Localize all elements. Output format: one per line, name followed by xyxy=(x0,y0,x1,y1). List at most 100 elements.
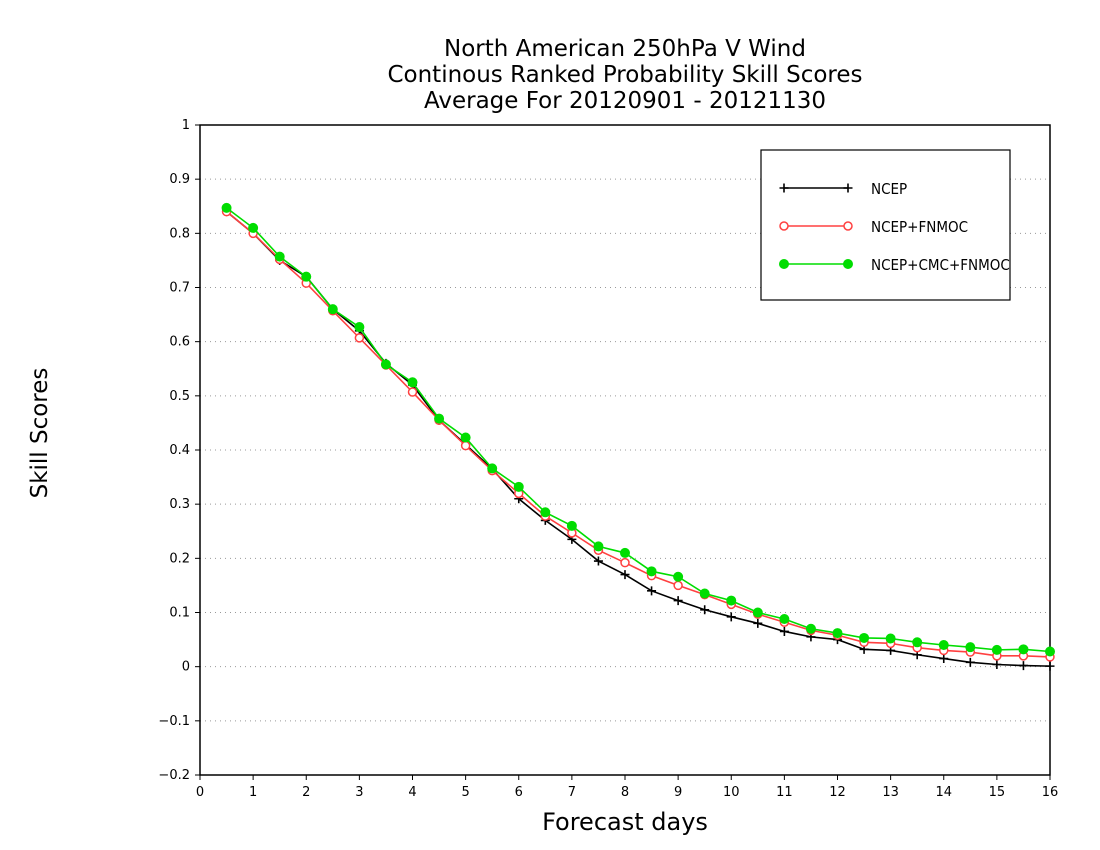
chart-title-line-1: North American 250hPa V Wind xyxy=(444,36,806,62)
x-tick-label: 10 xyxy=(723,785,740,800)
y-tick-label: 0 xyxy=(182,660,190,675)
data-point-ncep-cmc-fnmoc xyxy=(487,463,498,474)
data-point-ncep xyxy=(593,556,603,566)
x-tick-label: 7 xyxy=(568,785,576,800)
legend-label-ncep: NCEP xyxy=(871,180,907,198)
y-tick-label: 1 xyxy=(182,118,190,133)
data-point-ncep-cmc-fnmoc xyxy=(434,413,445,424)
data-point-ncep-fnmoc xyxy=(460,440,471,451)
legend-label-ncep-fnmoc: NCEP+FNMOC xyxy=(871,218,968,236)
data-point-ncep xyxy=(939,654,949,664)
data-point-ncep xyxy=(1045,661,1055,671)
x-tick-label: 4 xyxy=(408,785,416,800)
data-point-ncep-fnmoc xyxy=(407,387,418,397)
y-tick-label: 0.8 xyxy=(169,226,190,241)
data-point-ncep-fnmoc xyxy=(354,333,365,343)
legend-marker-ncep-fnmoc xyxy=(779,221,789,231)
x-tick-label: 16 xyxy=(1042,785,1059,800)
y-tick-label: 0.1 xyxy=(169,606,190,621)
y-tick-label: 0.7 xyxy=(169,281,190,296)
x-tick-label: 14 xyxy=(935,785,952,800)
data-point-ncep-cmc-fnmoc xyxy=(407,377,418,388)
data-point-ncep-cmc-fnmoc xyxy=(779,614,790,624)
data-point-ncep xyxy=(1018,661,1028,671)
x-tick-label: 12 xyxy=(829,785,846,800)
data-point-ncep-cmc-fnmoc xyxy=(513,481,524,492)
y-tick-label: −0.2 xyxy=(158,768,190,783)
y-tick-label: 0.6 xyxy=(169,335,190,350)
data-point-ncep-cmc-fnmoc xyxy=(1045,646,1055,657)
y-axis-ticks: −0.2 −0.1 0 0.1 0.2 0.3 0.4 0.5 0.6 0.7 0.8 0.9 1 xyxy=(158,118,200,783)
data-point-ncep-cmc-fnmoc xyxy=(274,251,285,262)
data-point-ncep xyxy=(726,612,736,622)
data-point-ncep-cmc-fnmoc xyxy=(805,623,816,634)
data-point-ncep xyxy=(992,660,1002,669)
data-point-ncep-fnmoc xyxy=(673,580,683,591)
data-point-ncep-cmc-fnmoc xyxy=(620,547,630,558)
legend: NCEP NCEP+FNMOC NCEP+CMC+FNMOC xyxy=(760,149,1011,301)
x-tick-label: 3 xyxy=(355,785,363,800)
data-point-ncep xyxy=(620,570,630,580)
x-tick-label: 5 xyxy=(461,785,469,800)
data-point-ncep-cmc-fnmoc xyxy=(354,322,365,333)
x-tick-label: 0 xyxy=(196,785,204,800)
series-ncep-cmc-fnmoc xyxy=(221,202,1055,657)
data-point-ncep-cmc-fnmoc xyxy=(938,640,949,650)
legend-marker-ncep-fnmoc xyxy=(843,221,853,231)
data-point-ncep-cmc-fnmoc xyxy=(301,271,312,282)
y-tick-label: 0.4 xyxy=(169,443,190,458)
data-point-ncep-cmc-fnmoc xyxy=(221,202,232,213)
legend-marker-ncep-cmc-fnmoc xyxy=(843,259,853,269)
data-point-ncep-fnmoc xyxy=(620,557,630,568)
data-point-ncep-cmc-fnmoc xyxy=(885,633,896,644)
data-point-ncep-cmc-fnmoc xyxy=(859,632,870,643)
chart-title-line-3: Average For 20120901 - 20121130 xyxy=(423,88,827,114)
data-point-ncep-cmc-fnmoc xyxy=(593,541,604,552)
legend-label-ncep-cmc-fnmoc: NCEP+CMC+FNMOC xyxy=(871,256,1010,274)
y-axis-label: Skill Scores xyxy=(27,367,53,499)
data-point-ncep-cmc-fnmoc xyxy=(699,588,710,599)
legend-marker-ncep-cmc-fnmoc xyxy=(779,259,789,269)
data-point-ncep-cmc-fnmoc xyxy=(540,507,551,518)
y-tick-label: 0.3 xyxy=(169,497,190,512)
x-axis-ticks: 0 1 2 3 4 5 6 7 8 9 10 11 12 13 14 15 16 xyxy=(196,775,1058,800)
data-point-ncep xyxy=(753,618,763,628)
data-point-ncep-cmc-fnmoc xyxy=(460,432,471,443)
data-point-ncep-cmc-fnmoc xyxy=(965,642,976,653)
data-point-ncep-cmc-fnmoc xyxy=(912,637,923,648)
x-tick-label: 15 xyxy=(989,785,1006,800)
x-tick-label: 9 xyxy=(674,785,682,800)
legend-box xyxy=(760,149,1011,301)
data-point-ncep-cmc-fnmoc xyxy=(566,520,577,531)
data-point-ncep-cmc-fnmoc xyxy=(248,222,259,233)
y-tick-label: −0.1 xyxy=(158,714,190,729)
data-point-ncep xyxy=(700,605,710,615)
y-tick-label: 0.9 xyxy=(169,172,190,187)
data-point-ncep-cmc-fnmoc xyxy=(752,607,763,618)
series-layer xyxy=(221,202,1055,671)
data-point-ncep-cmc-fnmoc xyxy=(380,359,391,370)
y-tick-label: 0.5 xyxy=(169,389,190,404)
data-point-ncep-cmc-fnmoc xyxy=(832,628,843,639)
x-tick-label: 11 xyxy=(776,785,793,800)
data-point-ncep-cmc-fnmoc xyxy=(646,566,657,577)
data-point-ncep xyxy=(673,596,683,606)
data-point-ncep-cmc-fnmoc xyxy=(726,595,737,606)
x-tick-label: 6 xyxy=(515,785,523,800)
data-point-ncep-cmc-fnmoc xyxy=(673,571,684,582)
x-axis-label: Forecast days xyxy=(542,808,708,836)
legend-entry-ncep: NCEP xyxy=(779,180,907,198)
legend-marker-ncep xyxy=(779,183,789,193)
data-point-ncep xyxy=(779,626,789,636)
data-point-ncep xyxy=(965,657,975,667)
y-tick-label: 0.2 xyxy=(169,551,190,566)
x-tick-label: 13 xyxy=(882,785,899,800)
legend-entry-ncep-cmc-fnmoc: NCEP+CMC+FNMOC xyxy=(779,256,1010,274)
data-point-ncep-cmc-fnmoc xyxy=(991,644,1002,655)
data-point-ncep-cmc-fnmoc xyxy=(1018,644,1029,655)
x-tick-label: 1 xyxy=(249,785,257,800)
legend-marker-ncep xyxy=(843,183,853,193)
data-point-ncep-cmc-fnmoc xyxy=(327,304,338,315)
legend-entry-ncep-fnmoc: NCEP+FNMOC xyxy=(779,218,968,236)
